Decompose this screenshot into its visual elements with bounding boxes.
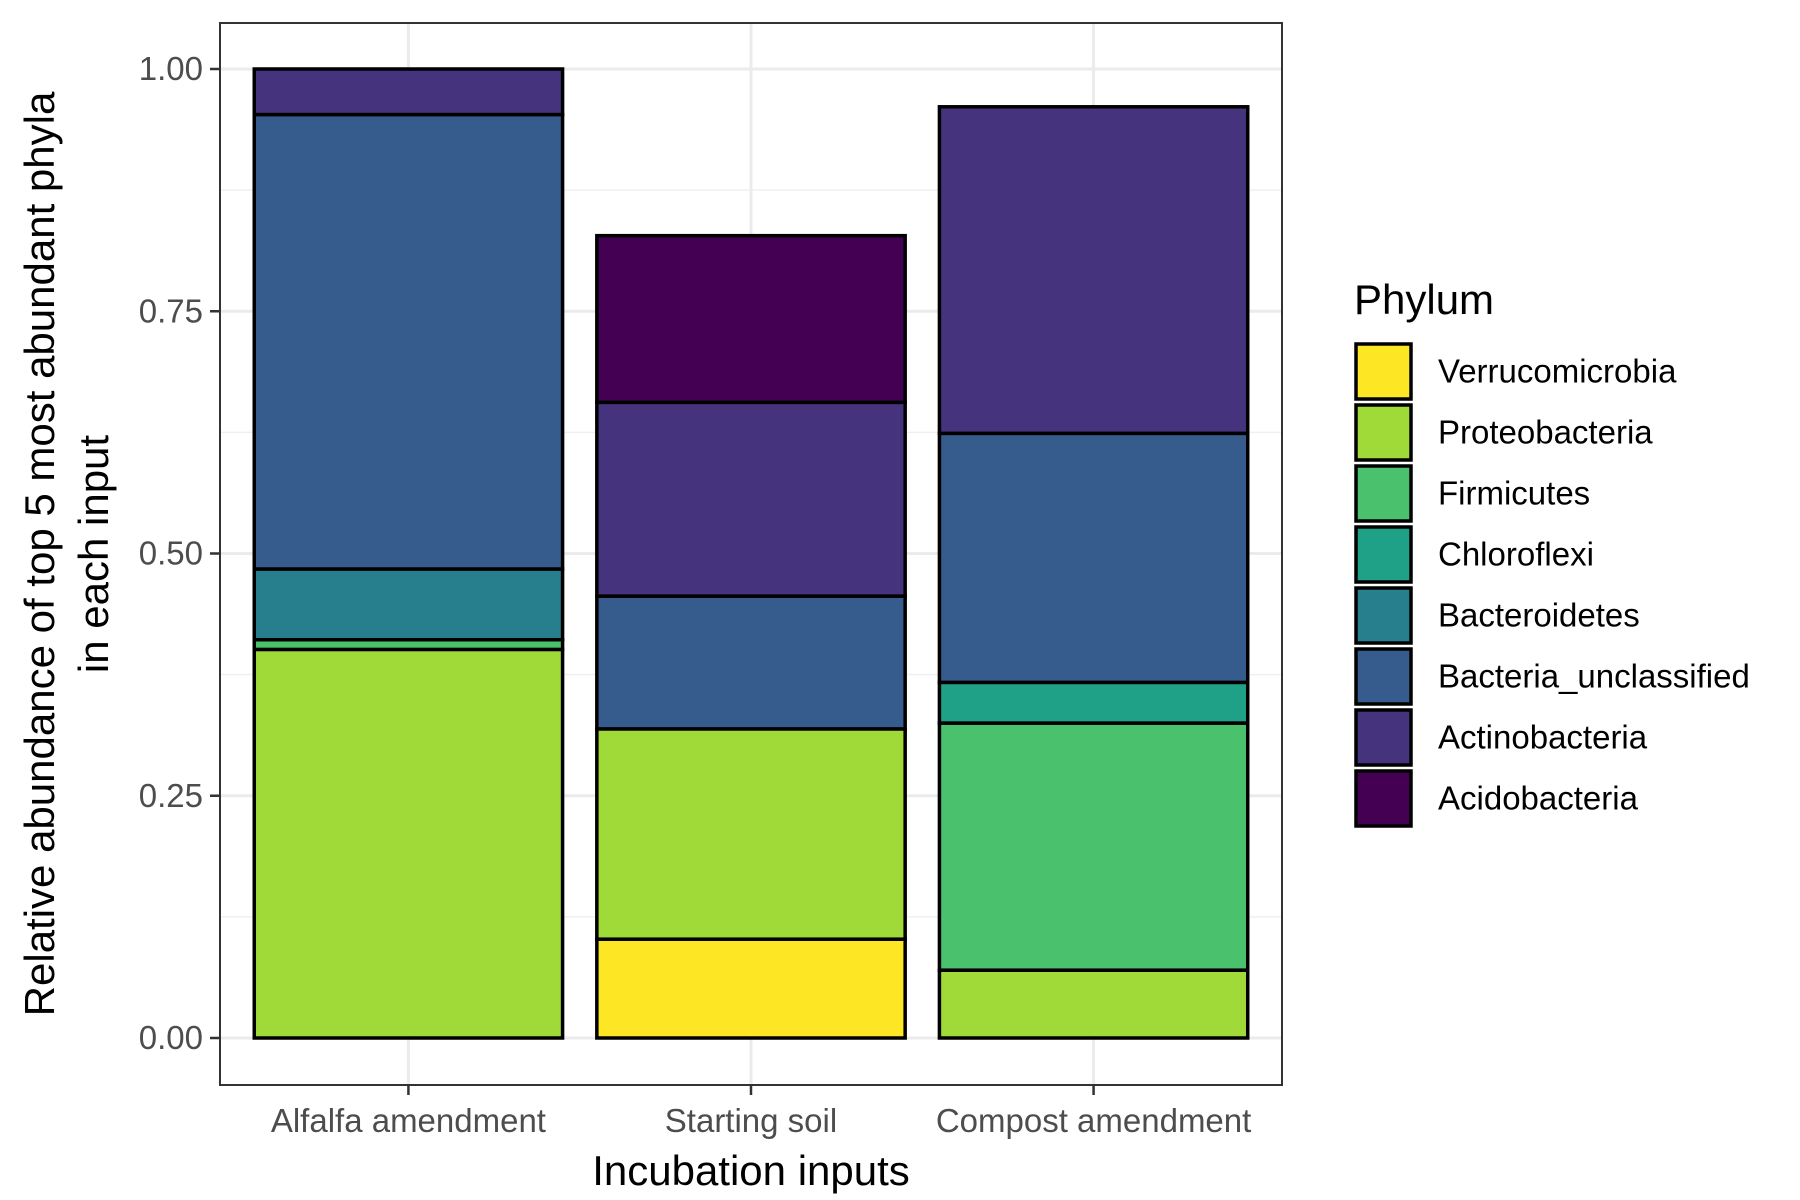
legend-key (1354, 708, 1413, 767)
x-axis-title: Incubation inputs (592, 1147, 910, 1194)
x-tick-label: Alfalfa amendment (271, 1102, 546, 1139)
y-tick-label: 0.50 (139, 535, 203, 572)
legend-key (1354, 525, 1413, 584)
x-tick-label: Compost amendment (936, 1102, 1251, 1139)
bar-segment (252, 67, 565, 117)
y-tick-label: 0.75 (139, 292, 203, 329)
legend-label: Bacteria_unclassified (1438, 658, 1750, 695)
legend-label: Bacteroidetes (1438, 597, 1640, 634)
y-tick-label: 0.00 (139, 1019, 203, 1056)
legend-label: Verrucomicrobia (1438, 353, 1677, 390)
legend-key (1354, 464, 1413, 523)
bar-segment (252, 567, 565, 642)
x-tick-label: Starting soil (665, 1102, 837, 1139)
bar-segment (252, 112, 565, 571)
legend-key (1354, 586, 1413, 645)
bar-segment (595, 594, 907, 731)
bar-segment (595, 400, 907, 598)
legend-title: Phylum (1354, 276, 1494, 323)
bar-segment (595, 937, 907, 1040)
legend-key (1354, 342, 1413, 401)
bar-segment (937, 721, 1250, 972)
legend-key (1354, 403, 1413, 462)
legend-label: Acidobacteria (1438, 780, 1639, 817)
legend-label: Proteobacteria (1438, 414, 1653, 451)
y-axis-title: Relative abundance of top 5 most abundan… (16, 91, 117, 1016)
y-tick-label: 0.25 (139, 777, 203, 814)
bar-segment (937, 680, 1250, 725)
y-axis-title-line-1: Relative abundance of top 5 most abundan… (16, 91, 63, 1016)
legend: Phylum Verrucomicrobia Proteobacteria Firm… (1354, 276, 1750, 828)
legend-key (1354, 769, 1413, 828)
bar-segment (937, 431, 1250, 685)
bar-segment (252, 647, 565, 1040)
legend-key (1354, 647, 1413, 706)
bar-segment (937, 968, 1250, 1040)
y-tick-label: 1.00 (139, 50, 203, 87)
legend-label: Firmicutes (1438, 475, 1590, 512)
bar-segment (937, 105, 1250, 436)
y-axis-title-line-2: in each input (70, 435, 117, 674)
axes: 0.00 0.25 0.50 0.75 1.00 Alfalfa amendment Sta… (139, 50, 1252, 1139)
legend-label: Chloroflexi (1438, 536, 1594, 573)
bar-segment (595, 233, 907, 405)
legend-label: Actinobacteria (1438, 719, 1648, 756)
bar-segment (595, 727, 907, 941)
bars (252, 67, 1250, 1040)
